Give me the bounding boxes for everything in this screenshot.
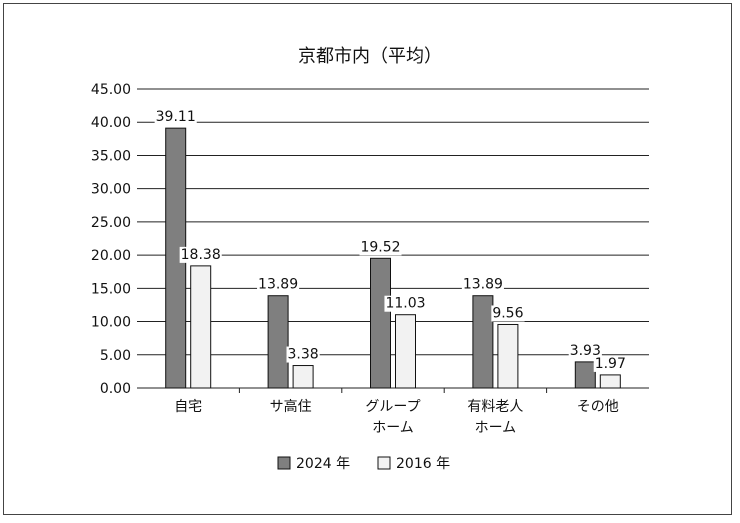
- data-label: 11.03: [385, 296, 425, 312]
- y-axis-ticks: 0.00 5.00 10.00 15.00 20.00 25.00 30.00 35.00 40…: [91, 82, 131, 397]
- x-category-label: その他: [577, 399, 619, 415]
- x-category-label: グループ: [365, 399, 420, 415]
- legend-swatch: [277, 456, 291, 470]
- data-label-bg: [286, 346, 320, 363]
- data-label-bg: [179, 246, 222, 263]
- y-tick-label: 40.00: [91, 115, 131, 131]
- data-label: 1.97: [595, 356, 626, 372]
- data-label-bg: [359, 239, 402, 256]
- y-tick-label: 0.00: [100, 381, 131, 397]
- legend: 2024 年 2016 年: [277, 456, 450, 472]
- data-label-bg: [593, 355, 627, 372]
- bar-series2: [395, 314, 416, 389]
- y-tick-label: 45.00: [91, 82, 131, 98]
- x-category-label: ホーム: [372, 420, 414, 436]
- y-tick-label: 30.00: [91, 182, 131, 198]
- y-tick-label: 20.00: [91, 248, 131, 264]
- legend-label: 2016 年: [396, 456, 450, 472]
- data-label-bg: [154, 109, 197, 126]
- chart-frame: [3, 3, 732, 515]
- y-tick-label: 15.00: [91, 281, 131, 297]
- x-category-label: 有料老人: [467, 399, 523, 415]
- bar-series2: [190, 265, 212, 389]
- data-label: 3.38: [288, 347, 319, 363]
- bar-series1: [472, 295, 494, 389]
- y-tick-label: 25.00: [91, 215, 131, 231]
- gridlines: [137, 88, 649, 393]
- bar-series1: [370, 257, 391, 389]
- bars: [165, 127, 621, 389]
- data-label: 3.93: [570, 343, 601, 359]
- y-tick-label: 5.00: [100, 348, 131, 364]
- x-category-label: サ高住: [270, 398, 312, 415]
- data-label-bg: [568, 342, 602, 359]
- data-label: 13.89: [258, 277, 298, 293]
- bar-series2: [292, 365, 314, 389]
- legend-swatch: [377, 456, 391, 470]
- data-label-bg: [461, 276, 504, 293]
- data-label-bg: [491, 305, 525, 322]
- data-label: 18.38: [181, 247, 221, 263]
- bar-series2: [599, 374, 621, 389]
- x-category-label: 自宅: [174, 399, 202, 415]
- legend-label: 2024 年: [296, 456, 350, 472]
- x-category-label: ホーム: [475, 420, 517, 436]
- bar-series1: [574, 361, 596, 389]
- data-labels: 39.11 18.38 13.89 3.38 19.52 11.03 13.89 9.56 3.…: [154, 109, 627, 372]
- chart-title: 京都市内（平均）: [298, 46, 442, 67]
- data-label: 19.52: [360, 239, 400, 255]
- data-label-bg: [257, 276, 300, 293]
- data-label: 13.89: [463, 277, 503, 293]
- bar-series1: [267, 295, 289, 389]
- bar-series2: [497, 323, 519, 389]
- y-tick-label: 10.00: [91, 315, 131, 331]
- y-tick-label: 35.00: [91, 148, 131, 164]
- data-label-bg: [384, 295, 427, 312]
- data-label: 39.11: [156, 109, 196, 125]
- data-label: 9.56: [492, 305, 523, 321]
